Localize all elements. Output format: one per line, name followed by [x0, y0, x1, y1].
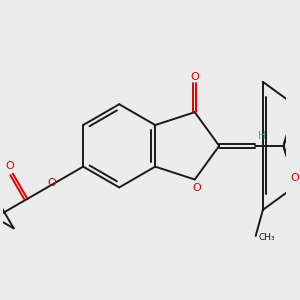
Text: CH₃: CH₃: [259, 233, 275, 242]
Text: O: O: [190, 72, 199, 82]
Text: O: O: [290, 173, 299, 183]
Text: O: O: [5, 161, 14, 171]
Text: H: H: [258, 131, 266, 141]
Text: O: O: [47, 178, 56, 188]
Text: O: O: [193, 183, 201, 193]
